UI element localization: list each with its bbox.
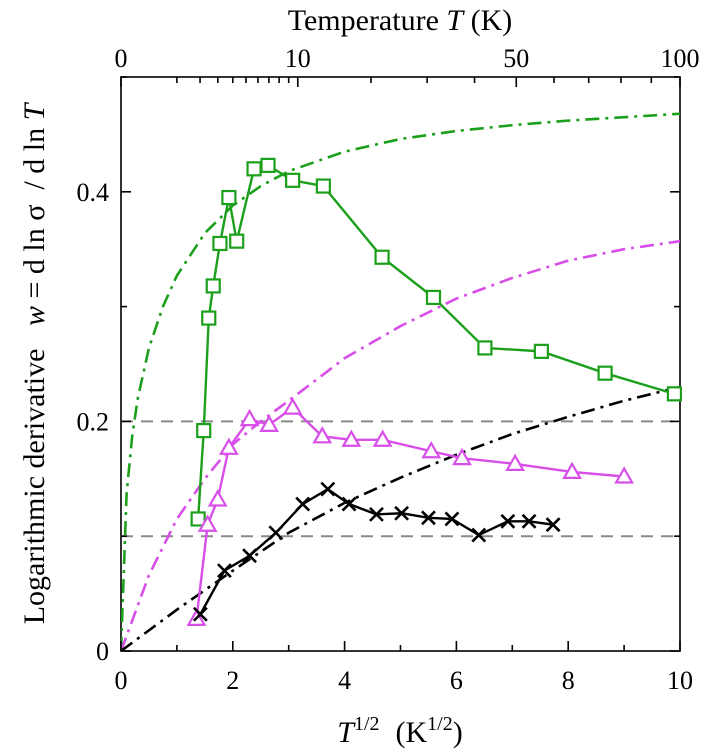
top-tick-label: 100 bbox=[661, 44, 700, 73]
data-point-cross-13 bbox=[521, 513, 537, 529]
x-tick-label: 4 bbox=[338, 666, 351, 695]
data-point-triangle-7 bbox=[312, 426, 333, 444]
data-point-triangle-2 bbox=[207, 489, 228, 507]
data-point-cross-0 bbox=[192, 606, 208, 622]
data-point-triangle-1 bbox=[197, 514, 218, 532]
data-point-square-8 bbox=[260, 157, 276, 173]
data-point-square-3 bbox=[205, 278, 221, 294]
data-point-square-0 bbox=[190, 511, 206, 527]
data-point-triangle-6 bbox=[282, 397, 303, 415]
data-point-square-6 bbox=[229, 233, 245, 249]
data-point-cross-9 bbox=[421, 510, 436, 526]
data-point-triangle-9 bbox=[372, 429, 393, 447]
data-point-triangle-13 bbox=[562, 461, 583, 480]
data-point-square-7 bbox=[246, 161, 262, 177]
data-point-cross-7 bbox=[369, 506, 384, 522]
fit-curve-4 bbox=[121, 239, 680, 651]
plot-frame bbox=[120, 76, 681, 652]
data-point-triangle-11 bbox=[452, 447, 472, 466]
top-tick-label: 50 bbox=[503, 44, 529, 73]
data-point-square-14 bbox=[533, 343, 549, 359]
series-line-square bbox=[196, 164, 675, 520]
data-point-cross-1 bbox=[216, 563, 232, 579]
data-point-square-4 bbox=[212, 235, 228, 252]
x-tick-label: 6 bbox=[450, 666, 463, 695]
data-point-cross-12 bbox=[500, 513, 516, 529]
y-axis-title-var: w bbox=[18, 306, 51, 326]
data-point-square-13 bbox=[477, 340, 493, 356]
data-series bbox=[186, 157, 683, 626]
data-point-triangle-8 bbox=[341, 429, 362, 447]
x-axis-title-unit-close: ) bbox=[453, 716, 463, 749]
series-cross bbox=[192, 481, 561, 622]
top-axis-title: Temperature T (K) bbox=[288, 4, 513, 37]
data-point-cross-6 bbox=[341, 496, 357, 512]
data-point-square-15 bbox=[597, 365, 613, 381]
data-point-cross-11 bbox=[471, 527, 487, 543]
y-axis-title: Logarithmic derivative w = d ln σ / d ln… bbox=[18, 101, 51, 624]
data-point-square-11 bbox=[374, 249, 390, 265]
data-point-cross-8 bbox=[394, 505, 410, 521]
top-axis-title-var: T bbox=[446, 4, 465, 37]
data-point-cross-3 bbox=[268, 525, 284, 541]
data-point-square-5 bbox=[221, 189, 237, 206]
y-axis-title-var2: T bbox=[18, 101, 51, 120]
data-point-cross-5 bbox=[320, 481, 336, 497]
x-axis-title: T1/2 (K1/2) bbox=[337, 713, 462, 749]
fit-curves bbox=[121, 112, 680, 651]
y-tick-label: 0 bbox=[96, 637, 109, 666]
x-axis-title-unit-sup: 1/2 bbox=[427, 713, 453, 735]
data-point-triangle-14 bbox=[614, 466, 634, 484]
data-point-square-9 bbox=[285, 172, 301, 188]
series-square bbox=[190, 157, 683, 527]
x-axis-title-unit: (K bbox=[396, 716, 428, 749]
top-axis-title-unit: (K) bbox=[463, 4, 512, 37]
y-tick-label: 0.2 bbox=[77, 407, 110, 436]
series-line-triangle bbox=[195, 406, 625, 620]
fit-curve-5 bbox=[121, 385, 680, 651]
y-tick-label: 0.4 bbox=[77, 178, 110, 207]
x-tick-label: 2 bbox=[226, 666, 239, 695]
data-point-square-2 bbox=[201, 310, 217, 326]
data-point-cross-10 bbox=[444, 511, 460, 527]
data-point-square-12 bbox=[425, 289, 442, 306]
data-point-triangle-3 bbox=[218, 437, 239, 455]
series-triangle bbox=[186, 397, 634, 626]
x-tick-label: 8 bbox=[562, 666, 575, 695]
data-point-cross-2 bbox=[242, 548, 257, 564]
data-point-square-16 bbox=[666, 386, 683, 402]
axis-ticks bbox=[120, 76, 681, 652]
data-point-triangle-5 bbox=[259, 414, 280, 432]
x-tick-label: 10 bbox=[667, 666, 693, 695]
data-point-cross-4 bbox=[295, 496, 311, 512]
y-axis-title-prefix: Logarithmic derivative bbox=[18, 326, 51, 624]
top-tick-label: 10 bbox=[285, 44, 311, 73]
x-tick-label: 0 bbox=[115, 666, 128, 695]
reference-lines bbox=[121, 420, 680, 538]
x-axis-title-var: T bbox=[337, 716, 356, 749]
y-axis-title-expr: = d ln σ / d ln bbox=[18, 120, 51, 306]
x-axis-title-sup: 1/2 bbox=[354, 713, 380, 735]
data-point-square-1 bbox=[196, 422, 212, 439]
data-point-square-10 bbox=[315, 178, 331, 194]
data-point-triangle-4 bbox=[239, 408, 260, 427]
top-axis-title-prefix: Temperature bbox=[288, 4, 447, 37]
data-point-triangle-10 bbox=[421, 441, 442, 459]
top-tick-label: 0 bbox=[115, 44, 128, 73]
data-point-cross-14 bbox=[545, 517, 561, 533]
data-point-triangle-12 bbox=[505, 453, 525, 471]
